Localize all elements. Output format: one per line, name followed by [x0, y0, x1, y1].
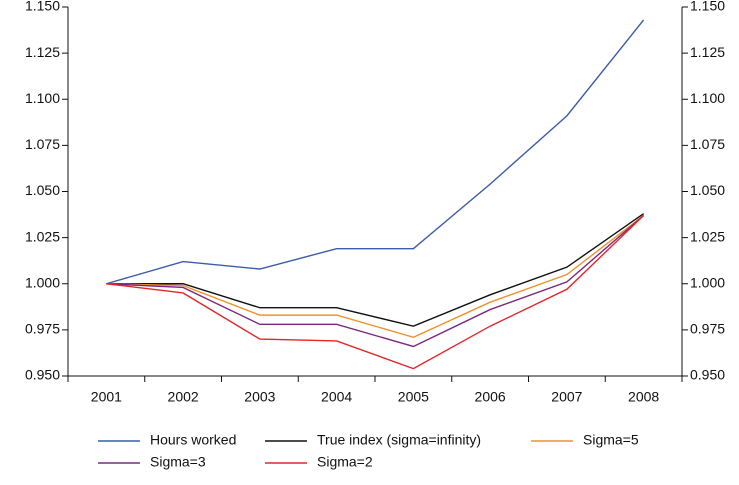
series-line — [106, 214, 645, 370]
y-tick-label: 1.000 — [25, 274, 60, 290]
y2-tick-label: 1.025 — [690, 228, 725, 244]
y2-tick-label: 1.075 — [690, 136, 725, 152]
y2-tick-label: 1.100 — [690, 90, 725, 106]
y2-tick-label: 0.975 — [690, 321, 725, 337]
series-line — [106, 214, 645, 338]
legend-label: Sigma=5 — [583, 432, 639, 448]
x-tick-label: 2002 — [168, 389, 199, 405]
x-tick-label: 2007 — [551, 389, 582, 405]
x-tick-label: 2008 — [628, 389, 659, 405]
y2-tick-label: 1.050 — [690, 182, 725, 198]
series-line — [106, 213, 645, 327]
legend-label: Hours worked — [150, 432, 236, 448]
legend-label: True index (sigma=infinity) — [317, 432, 481, 448]
x-tick-label: 2005 — [398, 389, 429, 405]
series-line — [106, 19, 645, 285]
y2-tick-label: 1.125 — [690, 44, 725, 60]
y2-tick-label: 1.150 — [690, 0, 725, 14]
legend-label: Sigma=3 — [150, 454, 206, 470]
y-tick-label: 1.100 — [25, 90, 60, 106]
y-tick-label: 1.125 — [25, 44, 60, 60]
y-tick-label: 1.025 — [25, 228, 60, 244]
y2-tick-label: 0.950 — [690, 367, 725, 383]
x-tick-label: 2003 — [244, 389, 275, 405]
series-line — [106, 214, 645, 348]
y-tick-label: 1.050 — [25, 182, 60, 198]
y-tick-label: 0.975 — [25, 321, 60, 337]
y-tick-label: 1.150 — [25, 0, 60, 14]
x-tick-label: 2006 — [475, 389, 506, 405]
y-tick-label: 0.950 — [25, 367, 60, 383]
x-tick-label: 2004 — [321, 389, 352, 405]
y-tick-label: 1.075 — [25, 136, 60, 152]
legend-label: Sigma=2 — [317, 454, 373, 470]
x-tick-label: 2001 — [91, 389, 122, 405]
y2-tick-label: 1.000 — [690, 274, 725, 290]
